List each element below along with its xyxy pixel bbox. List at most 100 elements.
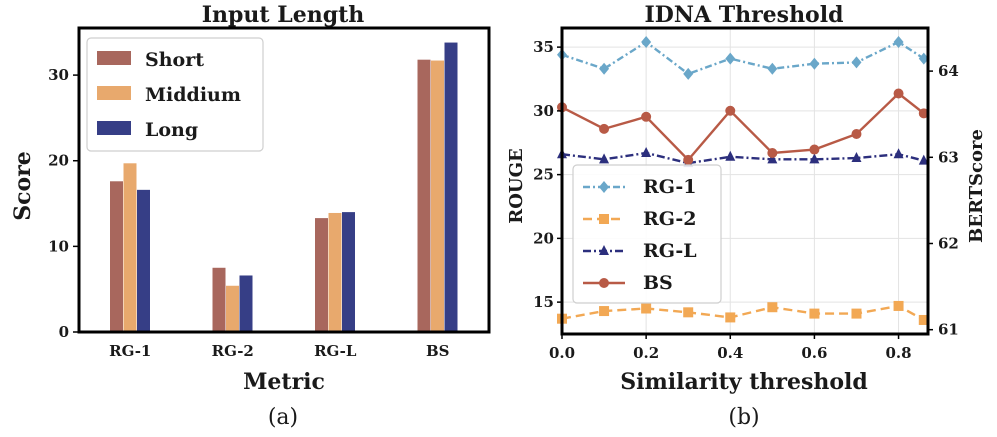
y-tick-label: 30 xyxy=(533,102,554,120)
x-tick-label-rg-1: RG-1 xyxy=(109,342,151,360)
point-rg-1-6 xyxy=(809,57,820,70)
point-rg-1-2 xyxy=(641,36,652,49)
point-rg-1-1 xyxy=(599,62,610,75)
chart-b-legend: RG-1 RG-2 RG-L BS xyxy=(572,164,722,304)
y-tick-label: 20 xyxy=(48,152,69,170)
y-tick-label: 20 xyxy=(533,229,554,247)
chart-a-frame xyxy=(77,26,491,334)
point-rg-1-7 xyxy=(851,56,862,69)
chart-b-y-ticks-left: 15 20 25 30 35 xyxy=(533,38,562,311)
point-rg-2-1 xyxy=(599,306,610,317)
x-tick-label-rg-l: RG-L xyxy=(314,342,357,360)
point-rg-l-7 xyxy=(851,152,862,163)
point-bs-4 xyxy=(725,105,736,116)
y-tick-label: 10 xyxy=(48,237,69,255)
legend-swatch-middium xyxy=(97,86,131,100)
chart-a-y-axis-label: Score xyxy=(10,151,36,221)
x-tick-label: 0.8 xyxy=(885,344,911,362)
legend-marker-rg-l xyxy=(599,245,609,255)
legend-label-rg-1: RG-1 xyxy=(643,176,696,198)
y-tick-label: 25 xyxy=(533,166,554,184)
chart-b-y-ticks-right: 61 62 63 64 xyxy=(928,62,959,339)
legend-label-short: Short xyxy=(145,49,204,71)
bar-rg-1-long xyxy=(137,189,150,332)
y-tick-label: 15 xyxy=(533,293,554,311)
y-right-tick-label: 62 xyxy=(938,234,959,252)
point-bs-9 xyxy=(918,108,929,119)
chart-input-length: Input Length 0 10 20 30 RG-1 RG-2 RG-L BS Metr… xyxy=(10,2,491,430)
series-line-rg-l xyxy=(561,151,925,165)
legend-marker-rg-2 xyxy=(599,214,609,224)
legend-marker-bs xyxy=(599,278,609,288)
series-line-bs xyxy=(561,91,925,162)
point-bs-6 xyxy=(809,144,820,155)
point-rg-l-6 xyxy=(809,153,820,164)
point-rg-l-8 xyxy=(893,148,904,159)
legend-box xyxy=(572,164,722,304)
chart-a-title: Input Length xyxy=(202,2,365,28)
legend-label-long: Long xyxy=(145,119,198,141)
legend-swatch-long xyxy=(97,121,131,135)
chart-b-caption: (b) xyxy=(728,405,759,430)
x-tick-label-rg-2: RG-2 xyxy=(212,342,254,360)
point-rg-l-4 xyxy=(725,150,736,161)
chart-b-title: IDNA Threshold xyxy=(645,2,844,28)
point-rg-2-6 xyxy=(809,308,820,319)
point-rg-2-3 xyxy=(683,307,694,318)
point-bs-5 xyxy=(767,147,778,158)
x-tick-label-bs: BS xyxy=(426,342,450,360)
legend-swatch-short xyxy=(97,51,131,65)
point-rg-2-5 xyxy=(767,302,778,313)
chart-b-y-axis-label: ROUGE xyxy=(506,148,527,223)
x-tick-label: 0.0 xyxy=(549,344,575,362)
chart-a-y-ticks: 0 10 20 30 xyxy=(48,66,79,341)
chart-a-caption: (a) xyxy=(268,405,298,430)
bar-rg-l-middium xyxy=(328,212,342,332)
point-rg-l-5 xyxy=(767,153,778,164)
bar-rg-2-middium xyxy=(226,285,239,332)
bar-rg-l-long xyxy=(342,212,355,332)
point-rg-2-8 xyxy=(893,300,904,311)
point-bs-1 xyxy=(599,123,610,134)
bar-rg-l-short xyxy=(315,218,328,332)
bar-bs-middium xyxy=(431,60,444,333)
x-tick-label: 0.6 xyxy=(801,344,827,362)
bar-bs-short xyxy=(417,59,431,332)
y-right-tick-label: 63 xyxy=(938,148,959,166)
bar-rg-1-middium xyxy=(123,163,137,332)
chart-b-x-ticks: 0.0 0.2 0.4 0.6 0.8 xyxy=(549,334,912,362)
point-rg-1-9 xyxy=(918,52,929,65)
point-bs-8 xyxy=(893,88,904,99)
point-rg-1-8 xyxy=(893,36,904,49)
chart-b-x-axis-label: Similarity threshold xyxy=(620,369,868,395)
chart-b-frame xyxy=(560,26,930,336)
y-tick-label: 35 xyxy=(533,38,554,56)
point-rg-1-3 xyxy=(683,67,694,80)
bar-bs-long xyxy=(444,42,458,333)
legend-label-bs: BS xyxy=(643,272,673,294)
point-rg-l-9 xyxy=(918,154,929,165)
legend-label-rg-2: RG-2 xyxy=(643,208,696,230)
chart-a-x-ticks: RG-1 RG-2 RG-L BS xyxy=(109,342,449,360)
bar-rg-2-long xyxy=(239,275,253,332)
x-tick-label: 0.4 xyxy=(717,344,743,362)
series-line-rg-2 xyxy=(561,304,925,322)
point-rg-1-4 xyxy=(725,52,736,65)
chart-a-legend: Short Middium Long xyxy=(86,37,264,152)
point-rg-2-9 xyxy=(918,314,929,325)
chart-b-y-axis-label-right: BERTScore xyxy=(966,129,987,243)
point-rg-2-4 xyxy=(725,312,736,323)
chart-a-bars xyxy=(110,42,458,333)
x-tick-label: 0.2 xyxy=(633,344,659,362)
point-bs-7 xyxy=(851,129,862,140)
point-rg-2-2 xyxy=(641,303,652,314)
point-rg-l-2 xyxy=(641,146,652,157)
legend-label-rg-l: RG-L xyxy=(643,240,697,262)
bar-rg-2-short xyxy=(212,267,226,332)
bar-rg-1-short xyxy=(110,181,123,332)
chart-a-x-axis-label: Metric xyxy=(243,369,325,395)
y-right-tick-label: 64 xyxy=(938,62,959,80)
legend-label-middium: Middium xyxy=(145,84,241,106)
point-rg-l-1 xyxy=(599,153,610,164)
